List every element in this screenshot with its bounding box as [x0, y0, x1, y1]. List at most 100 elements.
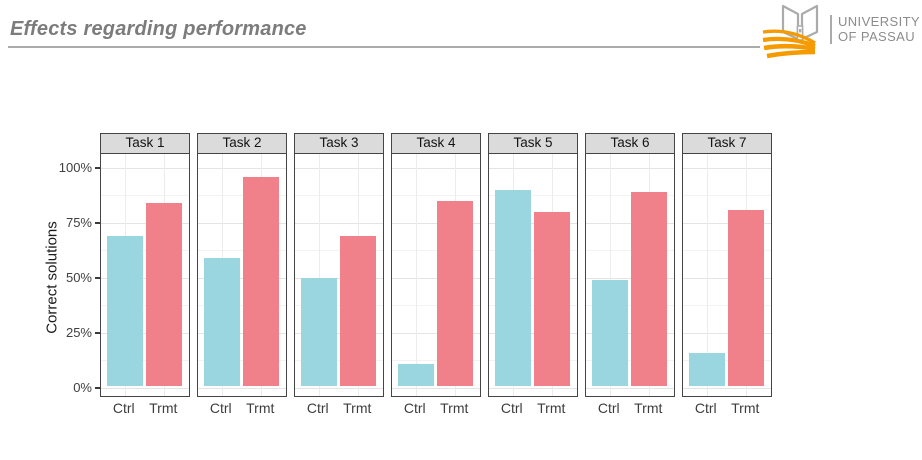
y-tick-label-100: 100%	[58, 160, 92, 175]
gridline-major	[392, 387, 480, 389]
gridline-major	[392, 277, 480, 279]
gridline-minor	[198, 195, 286, 196]
facet-task-3: Task 3 Ctrl Trmt	[294, 133, 384, 419]
bar-trmt-task-3	[340, 235, 377, 386]
gridline-minor	[295, 195, 383, 196]
y-tick-label-0: 0%	[73, 380, 92, 395]
swoosh-icon	[762, 29, 816, 59]
gridline-major	[295, 222, 383, 224]
gridline-major	[586, 387, 674, 389]
gridline-major	[489, 222, 577, 224]
bar-ctrl-task-7	[688, 352, 725, 386]
facet-plot-task-7	[682, 152, 772, 397]
x-axis-task-4: Ctrl Trmt	[391, 397, 481, 419]
page-title: Effects regarding performance	[10, 18, 307, 40]
gridline-minor	[198, 250, 286, 251]
facet-plot-task-2	[197, 152, 287, 397]
gridline-major	[295, 277, 383, 279]
y-tick-mark-50	[95, 277, 100, 279]
logo-line-1: UNIVERSITY	[837, 14, 920, 29]
facet-task-1: Task 1 Ctrl Trmt	[100, 133, 190, 419]
facet-header-task-3: Task 3	[294, 133, 384, 154]
facet-header-task-7: Task 7	[682, 133, 772, 154]
gridline-minor	[489, 195, 577, 196]
gridline-major	[683, 167, 771, 169]
gridline-minor	[101, 360, 189, 361]
x-axis-task-3: Ctrl Trmt	[294, 397, 384, 419]
x-tick-label-ctrl-task-4: Ctrl	[403, 399, 426, 416]
gridline-minor	[586, 305, 674, 306]
y-tick-mark-75	[95, 222, 100, 224]
gridline-minor	[392, 250, 480, 251]
x-tick-label-trmt-task-1: Trmt	[149, 399, 178, 416]
x-axis-task-2: Ctrl Trmt	[197, 397, 287, 419]
gridline-vertical-ctrl	[609, 153, 611, 396]
facet-plot-task-1	[100, 152, 190, 397]
gridline-major	[198, 387, 286, 389]
facet-task-5: Task 5 Ctrl Trmt	[488, 133, 578, 419]
facet-task-7: Task 7 Ctrl Trmt	[682, 133, 772, 419]
gridline-major	[295, 332, 383, 334]
logo-line-2: OF PASSAU	[837, 28, 916, 44]
facet-task-4: Task 4 Ctrl Trmt	[391, 133, 481, 419]
gridline-major	[101, 387, 189, 389]
y-tick-label-50: 50%	[65, 270, 92, 285]
gridline-major	[198, 222, 286, 224]
gridline-major	[295, 387, 383, 389]
gridline-minor	[586, 195, 674, 196]
correct-solutions-bar-chart: Correct solutions 0% 25% 50% 75% 100% Task 1…	[40, 133, 772, 419]
gridline-minor	[295, 250, 383, 251]
gridline-major	[101, 222, 189, 224]
bar-trmt-task-5	[534, 211, 571, 386]
gridline-minor	[683, 250, 771, 251]
gridline-major	[392, 167, 480, 169]
gridline-minor	[295, 305, 383, 306]
gridline-major	[489, 332, 577, 334]
y-tick-mark-100	[95, 167, 100, 169]
bar-ctrl-task-6	[591, 279, 628, 386]
gridline-major	[683, 332, 771, 334]
x-tick-label-ctrl-task-5: Ctrl	[500, 399, 523, 416]
gridline-minor	[392, 305, 480, 306]
y-tick-label-25: 25%	[65, 325, 92, 340]
x-tick-label-ctrl-task-3: Ctrl	[306, 399, 329, 416]
gridline-minor	[489, 250, 577, 251]
gridline-vertical-ctrl	[706, 153, 708, 396]
gridline-minor	[198, 305, 286, 306]
facet-header-task-5: Task 5	[488, 133, 578, 154]
facet-plot-task-4	[391, 152, 481, 397]
x-axis-task-1: Ctrl Trmt	[100, 397, 190, 419]
facet-plot-task-5	[488, 152, 578, 397]
facet-task-2: Task 2 Ctrl Trmt	[197, 133, 287, 419]
gridline-vertical-ctrl	[318, 153, 320, 396]
x-tick-label-trmt-task-7: Trmt	[731, 399, 760, 416]
facet-header-task-1: Task 1	[100, 133, 190, 154]
bar-ctrl-task-5	[494, 189, 531, 386]
x-tick-label-trmt-task-4: Trmt	[440, 399, 469, 416]
gridline-vertical-ctrl	[415, 153, 417, 396]
bar-trmt-task-7	[728, 209, 765, 386]
x-tick-label-trmt-task-5: Trmt	[537, 399, 566, 416]
title-divider	[8, 46, 760, 48]
gridline-major	[198, 277, 286, 279]
gridline-minor	[295, 360, 383, 361]
x-tick-label-trmt-task-3: Trmt	[343, 399, 372, 416]
x-tick-label-trmt-task-6: Trmt	[634, 399, 663, 416]
gridline-minor	[392, 360, 480, 361]
x-tick-label-ctrl-task-7: Ctrl	[694, 399, 717, 416]
x-tick-label-trmt-task-2: Trmt	[246, 399, 275, 416]
gridline-major	[295, 167, 383, 169]
gridline-minor	[101, 305, 189, 306]
gridline-major	[198, 332, 286, 334]
book-spine-detail	[798, 29, 802, 33]
bar-trmt-task-6	[631, 191, 668, 386]
gridline-minor	[489, 305, 577, 306]
gridline-minor	[489, 360, 577, 361]
x-tick-label-ctrl-task-6: Ctrl	[597, 399, 620, 416]
gridline-major	[101, 167, 189, 169]
bar-trmt-task-1	[146, 202, 183, 386]
gridline-major	[392, 332, 480, 334]
gridline-major	[586, 277, 674, 279]
gridline-minor	[683, 305, 771, 306]
